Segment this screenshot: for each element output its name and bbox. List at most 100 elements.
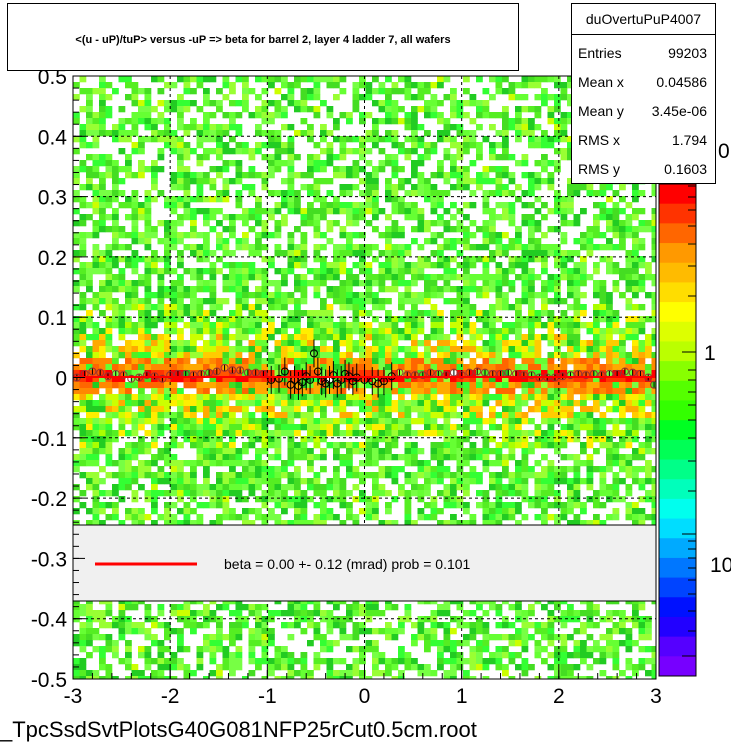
heatmap-cell <box>625 280 633 287</box>
heatmap-cell <box>99 178 106 185</box>
heatmap-cell <box>502 268 509 275</box>
heatmap-cell <box>534 160 542 167</box>
heatmap-cell <box>482 274 490 281</box>
heatmap-cell <box>378 88 386 95</box>
heatmap-cell <box>632 406 639 413</box>
heatmap-cell <box>476 124 483 131</box>
heatmap-cell <box>651 412 656 419</box>
heatmap-cell <box>450 388 457 395</box>
heatmap-cell <box>352 298 360 305</box>
heatmap-cell <box>294 424 301 431</box>
heatmap-cell <box>300 310 308 317</box>
heatmap-cell <box>138 160 145 167</box>
heatmap-cell <box>131 262 139 269</box>
heatmap-cell <box>268 400 275 407</box>
heatmap-cell <box>92 496 100 503</box>
heatmap-cell <box>222 442 230 449</box>
heatmap-cell <box>164 364 171 371</box>
heatmap-cell <box>92 244 100 251</box>
heatmap-cell <box>430 358 438 365</box>
heatmap-cell <box>170 148 178 155</box>
heatmap-cell <box>502 88 509 95</box>
heatmap-cell <box>131 496 139 503</box>
heatmap-cell <box>463 406 470 413</box>
heatmap-cell <box>625 268 633 275</box>
heatmap-cell <box>138 466 145 473</box>
heatmap-cell <box>307 310 314 317</box>
heatmap-cell <box>177 298 184 305</box>
heatmap-cell <box>508 124 516 131</box>
heatmap-cell <box>391 382 399 389</box>
heatmap-cell <box>242 274 249 281</box>
heatmap-cell <box>352 520 360 527</box>
heatmap-cell <box>281 418 288 425</box>
heatmap-cell <box>209 334 217 341</box>
heatmap-cell <box>378 328 386 335</box>
heatmap-cell <box>489 478 496 485</box>
heatmap-cell <box>534 316 542 323</box>
heatmap-cell <box>515 232 522 239</box>
heatmap-cell <box>79 238 87 245</box>
heatmap-cell <box>209 298 217 305</box>
heatmap-cell <box>593 316 600 323</box>
heatmap-cell <box>157 358 165 365</box>
heatmap-cell <box>268 334 275 341</box>
heatmap-cell <box>157 400 165 407</box>
heatmap-cell <box>268 160 275 167</box>
heatmap-cell <box>287 250 295 257</box>
heatmap-cell <box>476 154 483 161</box>
heatmap-cell <box>170 514 178 521</box>
heatmap-cell <box>339 76 347 83</box>
heatmap-cell <box>294 364 301 371</box>
heatmap-cell <box>281 112 288 119</box>
heatmap-cell <box>92 442 100 449</box>
heatmap-cell <box>450 244 457 251</box>
heatmap-cell <box>313 388 321 395</box>
heatmap-cell <box>430 502 438 509</box>
heatmap-cell <box>437 412 444 419</box>
heatmap-cell <box>554 406 561 413</box>
heatmap-cell <box>365 418 373 425</box>
heatmap-cell <box>443 238 451 245</box>
heatmap-cell <box>268 478 275 485</box>
heatmap-cell <box>118 472 126 479</box>
heatmap-cell <box>118 136 126 143</box>
heatmap-cell <box>430 388 438 395</box>
heatmap-cell <box>469 328 477 335</box>
heatmap-cell <box>105 472 113 479</box>
heatmap-cell <box>359 346 366 353</box>
heatmap-cell <box>183 208 191 215</box>
heatmap-cell <box>326 226 334 233</box>
heatmap-cell <box>625 298 633 305</box>
heatmap-cell <box>495 154 503 161</box>
heatmap-cell <box>489 214 496 221</box>
heatmap-cell <box>359 148 366 155</box>
heatmap-cell <box>508 436 516 443</box>
heatmap-cell <box>469 478 477 485</box>
heatmap-cell <box>404 262 412 269</box>
heatmap-cell <box>365 196 373 203</box>
heatmap-cell <box>606 262 613 269</box>
heatmap-cell <box>138 100 145 107</box>
heatmap-cell <box>112 160 119 167</box>
heatmap-cell <box>463 184 470 191</box>
heatmap-cell <box>365 346 373 353</box>
heatmap-cell <box>625 394 633 401</box>
heatmap-cell <box>469 448 477 455</box>
heatmap-cell <box>495 178 503 185</box>
heatmap-cell <box>430 316 438 323</box>
heatmap-cell <box>534 364 542 371</box>
heatmap-cell <box>164 130 171 137</box>
heatmap-cell <box>346 460 353 467</box>
heatmap-cell <box>118 130 126 137</box>
heatmap-cell <box>450 184 457 191</box>
heatmap-cell <box>261 280 269 287</box>
heatmap-cell <box>515 418 522 425</box>
heatmap-cell <box>463 148 470 155</box>
heatmap-cell <box>463 322 470 329</box>
heatmap-cell <box>287 418 295 425</box>
heatmap-cell <box>573 274 581 281</box>
heatmap-cell <box>73 406 80 413</box>
heatmap-cell <box>164 424 171 431</box>
heatmap-cell <box>157 472 165 479</box>
